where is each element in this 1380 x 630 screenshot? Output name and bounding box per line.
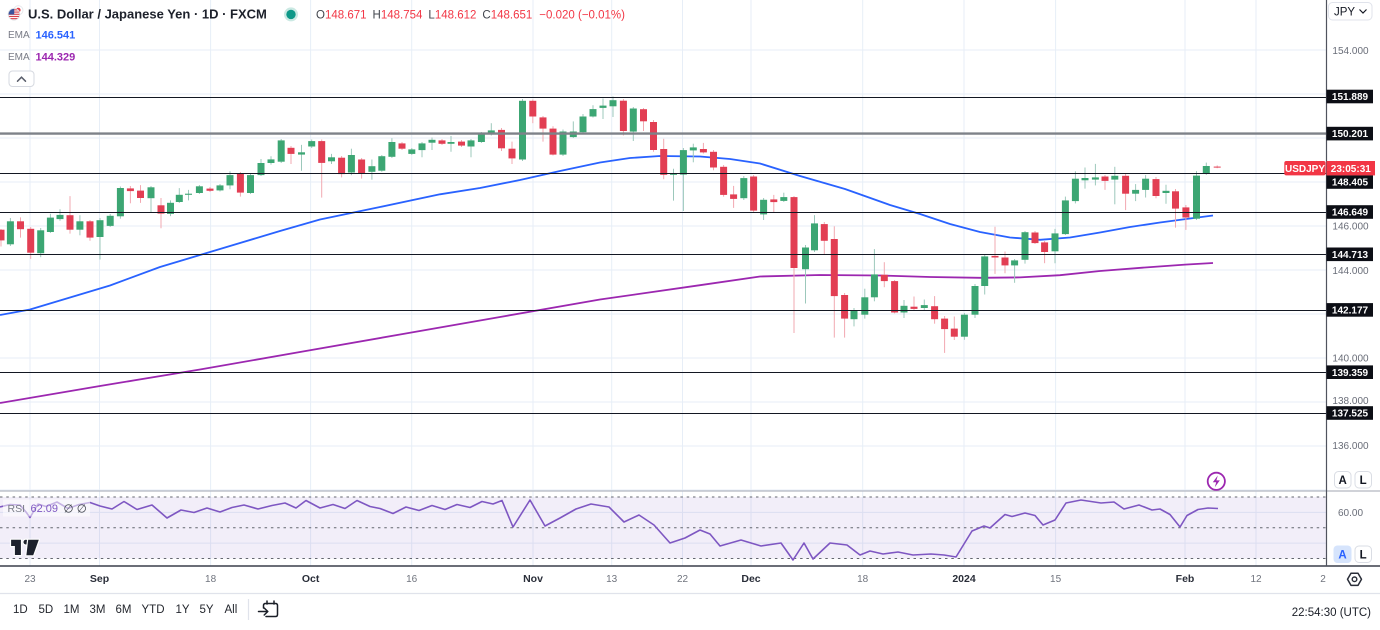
svg-text:12: 12: [1250, 574, 1262, 585]
svg-text:151.889: 151.889: [1332, 92, 1369, 103]
svg-text:1Y: 1Y: [176, 604, 190, 616]
svg-text:USDJPY: USDJPY: [1285, 164, 1325, 175]
svg-text:146.541: 146.541: [36, 29, 76, 41]
svg-text:60.00: 60.00: [1338, 508, 1363, 519]
svg-text:140.000: 140.000: [1332, 354, 1369, 365]
svg-text:2: 2: [1320, 574, 1326, 585]
svg-text:154.000: 154.000: [1332, 46, 1369, 57]
svg-text:18: 18: [857, 574, 869, 585]
svg-text:13: 13: [606, 574, 618, 585]
svg-text:JPY: JPY: [1334, 7, 1355, 19]
svg-text:6M: 6M: [116, 604, 132, 616]
svg-text:1D: 1D: [13, 604, 28, 616]
svg-text:139.359: 139.359: [1332, 368, 1369, 379]
svg-text:18: 18: [205, 574, 217, 585]
svg-text:Oct: Oct: [302, 573, 320, 585]
svg-text:L: L: [1360, 475, 1367, 487]
svg-text:Dec: Dec: [741, 573, 760, 585]
svg-text:1M: 1M: [64, 604, 80, 616]
svg-text:22: 22: [677, 574, 689, 585]
svg-text:144.713: 144.713: [1332, 250, 1369, 261]
svg-text:Nov: Nov: [523, 573, 543, 585]
svg-text:∅ ∅: ∅ ∅: [64, 503, 87, 515]
svg-text:22:54:30 (UTC): 22:54:30 (UTC): [1292, 607, 1371, 619]
svg-text:RSI: RSI: [8, 503, 26, 515]
svg-text:146.649: 146.649: [1332, 208, 1369, 219]
svg-text:5D: 5D: [39, 604, 54, 616]
svg-text:148.405: 148.405: [1332, 178, 1369, 189]
svg-text:144.329: 144.329: [36, 51, 76, 63]
svg-text:136.000: 136.000: [1332, 441, 1369, 452]
svg-text:146.000: 146.000: [1332, 222, 1369, 233]
svg-text:All: All: [225, 604, 238, 616]
svg-text:EMA: EMA: [8, 52, 30, 63]
svg-text:142.177: 142.177: [1332, 306, 1369, 317]
svg-text:Feb: Feb: [1176, 573, 1195, 585]
svg-text:137.525: 137.525: [1332, 409, 1369, 420]
svg-text:16: 16: [406, 574, 418, 585]
svg-text:62.09: 62.09: [31, 503, 59, 515]
svg-text:23:05:31: 23:05:31: [1331, 164, 1371, 175]
svg-text:YTD: YTD: [142, 604, 165, 616]
svg-text:A: A: [1339, 475, 1347, 487]
svg-text:Sep: Sep: [90, 573, 109, 585]
svg-text:144.000: 144.000: [1332, 266, 1369, 277]
svg-text:A: A: [1338, 550, 1346, 562]
svg-text:23: 23: [24, 574, 36, 585]
svg-text:150.201: 150.201: [1332, 129, 1369, 140]
svg-text:EMA: EMA: [8, 30, 30, 41]
svg-text:U.S. Dollar / Japanese Yen · 1: U.S. Dollar / Japanese Yen · 1D · FXCM: [28, 7, 267, 22]
svg-text:5Y: 5Y: [200, 604, 214, 616]
svg-text:15: 15: [1050, 574, 1062, 585]
svg-text:3M: 3M: [90, 604, 106, 616]
svg-text:138.000: 138.000: [1332, 396, 1369, 407]
svg-text:L: L: [1360, 550, 1367, 562]
svg-text:2024: 2024: [952, 573, 976, 585]
